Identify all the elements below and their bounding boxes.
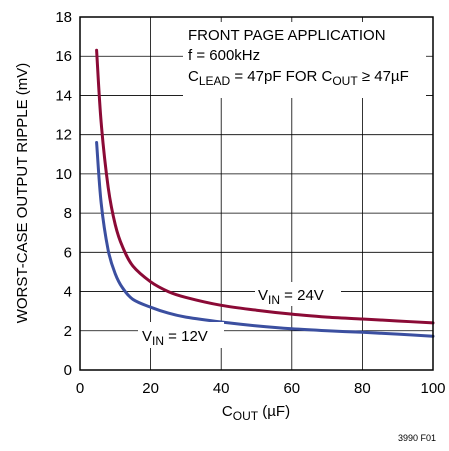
y-tick-label: 18 <box>55 9 72 26</box>
series-label-24v: VIN = 24V <box>258 287 324 307</box>
series-label-12v-rest: = 12V <box>164 328 208 345</box>
x-tick-label: 40 <box>213 380 230 397</box>
y-axis-label: WORST-CASE OUTPUT RIPPLE (mV) <box>14 63 31 324</box>
series-label-24v-sub: IN <box>268 293 280 307</box>
x-axis-label-sub: OUT <box>233 409 259 423</box>
x-tick-label: 0 <box>76 380 84 397</box>
y-tick-label: 0 <box>64 362 72 379</box>
series-label-24v-rest: = 24V <box>280 287 324 304</box>
y-tick-label: 14 <box>55 87 72 104</box>
x-tick-label: 100 <box>420 380 445 397</box>
y-tick-label: 6 <box>64 244 72 261</box>
annotation-mid-text: = 47pF FOR C <box>230 68 332 85</box>
figure-id: 3990 F01 <box>398 433 436 443</box>
series-24v-line <box>95 48 435 325</box>
y-tick-label: 16 <box>55 48 72 65</box>
series-12v-line <box>95 141 435 338</box>
x-axis-label-unit: (µF) <box>258 403 290 420</box>
y-tick-label: 10 <box>55 166 72 183</box>
annotation-c-lead-symbol: C <box>188 68 199 85</box>
y-tick-label: 4 <box>64 284 72 301</box>
series-label-12v-v: V <box>142 328 152 345</box>
series-label-24v-v: V <box>258 287 268 304</box>
x-tick-label: 60 <box>283 380 300 397</box>
y-tick-label: 12 <box>55 127 72 144</box>
annotation-background <box>183 22 426 98</box>
annotation-line-2: f = 600kHz <box>188 47 260 64</box>
x-axis-label-c: C <box>222 403 233 420</box>
x-tick-label: 20 <box>142 380 159 397</box>
plot-frame <box>79 16 434 371</box>
x-axis-label: COUT (µF) <box>222 403 290 423</box>
series-label-12v-sub: IN <box>152 334 164 348</box>
annotation-end-text: ≥ 47µF <box>358 68 409 85</box>
annotation-line-3: CLEAD = 47pF FOR COUT ≥ 47µF <box>188 68 409 88</box>
y-tick-label: 2 <box>64 323 72 340</box>
series-label-12v: VIN = 12V <box>142 328 208 348</box>
y-tick-label: 8 <box>64 205 72 222</box>
annotation-c-out-sub: OUT <box>332 74 358 88</box>
label-24v-background <box>255 282 341 306</box>
label-12v-background <box>138 322 224 348</box>
tick-labels: 0 2 4 6 8 10 12 14 16 18 0 20 40 60 80 100 <box>55 9 445 397</box>
annotation-line-1: FRONT PAGE APPLICATION <box>188 27 386 44</box>
x-tick-label: 80 <box>354 380 371 397</box>
annotation-c-lead-sub: LEAD <box>199 74 231 88</box>
curves <box>95 48 435 338</box>
